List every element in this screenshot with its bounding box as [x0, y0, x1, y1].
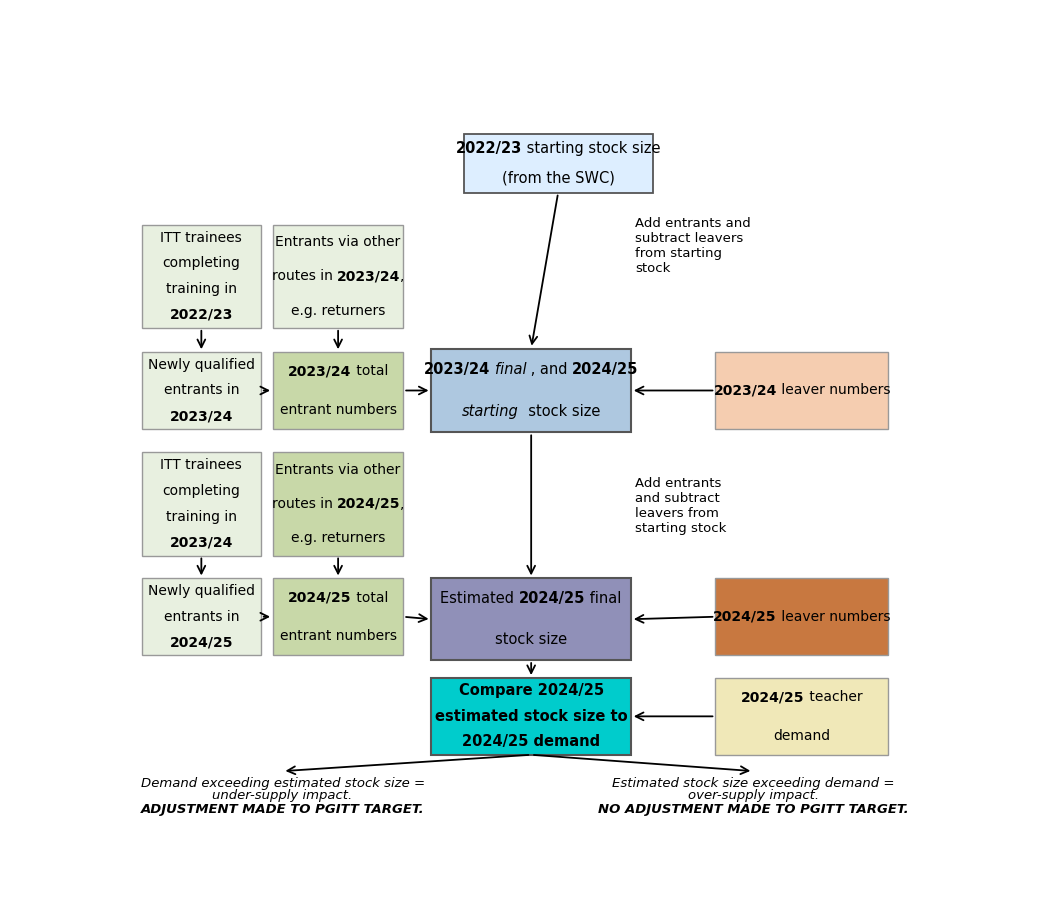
Text: completing: completing — [162, 256, 240, 271]
Text: ,: , — [401, 497, 405, 511]
FancyBboxPatch shape — [432, 678, 631, 755]
Text: training in: training in — [166, 510, 237, 524]
Text: ITT trainees: ITT trainees — [161, 458, 242, 472]
Text: e.g. returners: e.g. returners — [291, 304, 385, 318]
Text: demand: demand — [773, 728, 830, 743]
Text: entrant numbers: entrant numbers — [279, 629, 397, 643]
Text: 2023/24: 2023/24 — [289, 364, 352, 378]
FancyBboxPatch shape — [142, 225, 261, 328]
Text: starting stock size: starting stock size — [522, 141, 660, 156]
Text: 2023/24: 2023/24 — [424, 362, 490, 377]
Text: leaver numbers: leaver numbers — [776, 383, 891, 397]
Text: Demand exceeding estimated stock size =: Demand exceeding estimated stock size = — [140, 777, 425, 790]
Text: starting: starting — [462, 404, 519, 419]
Text: estimated stock size to: estimated stock size to — [435, 709, 628, 723]
Text: leaver numbers: leaver numbers — [776, 610, 891, 624]
FancyBboxPatch shape — [273, 352, 403, 429]
Text: 2024/25: 2024/25 — [169, 636, 234, 650]
Text: total: total — [352, 590, 388, 604]
FancyBboxPatch shape — [432, 578, 631, 660]
Text: Compare 2024/25: Compare 2024/25 — [459, 683, 604, 699]
Text: training in: training in — [166, 282, 237, 297]
Text: NO ADJUSTMENT MADE TO PGITT TARGET.: NO ADJUSTMENT MADE TO PGITT TARGET. — [598, 803, 908, 816]
FancyBboxPatch shape — [715, 352, 889, 429]
FancyBboxPatch shape — [273, 578, 403, 655]
Text: routes in: routes in — [272, 269, 337, 284]
Text: 2024/25: 2024/25 — [572, 362, 638, 377]
Text: stock size: stock size — [519, 404, 600, 419]
Text: final: final — [585, 591, 622, 606]
FancyBboxPatch shape — [142, 352, 261, 429]
Text: Newly qualified: Newly qualified — [147, 358, 255, 371]
Text: (from the SWC): (from the SWC) — [501, 171, 614, 186]
Text: entrants in: entrants in — [164, 383, 239, 397]
Text: 2024/25: 2024/25 — [519, 591, 585, 606]
FancyBboxPatch shape — [715, 578, 889, 655]
Text: routes in: routes in — [272, 497, 336, 511]
Text: under-supply impact.: under-supply impact. — [213, 789, 353, 802]
Text: 2022/23: 2022/23 — [169, 308, 234, 322]
Text: 2024/25 demand: 2024/25 demand — [462, 735, 600, 749]
FancyBboxPatch shape — [273, 225, 403, 328]
Text: Newly qualified: Newly qualified — [147, 584, 255, 598]
Text: 2023/24: 2023/24 — [169, 536, 234, 550]
Text: Estimated stock size exceeding demand =: Estimated stock size exceeding demand = — [612, 777, 895, 790]
FancyBboxPatch shape — [273, 453, 403, 555]
FancyBboxPatch shape — [464, 134, 653, 193]
Text: entrants in: entrants in — [164, 610, 239, 624]
Text: over-supply impact.: over-supply impact. — [687, 789, 819, 802]
FancyBboxPatch shape — [432, 348, 631, 432]
Text: teacher: teacher — [804, 690, 863, 704]
Text: 2024/25: 2024/25 — [289, 590, 352, 604]
Text: Entrants via other: Entrants via other — [275, 235, 401, 249]
Text: 2024/25: 2024/25 — [336, 497, 401, 511]
Text: Entrants via other: Entrants via other — [275, 463, 401, 477]
Text: 2023/24: 2023/24 — [169, 409, 234, 423]
Text: 2024/25: 2024/25 — [713, 610, 776, 624]
Text: 2023/24: 2023/24 — [713, 383, 776, 397]
Text: 2024/25: 2024/25 — [741, 690, 804, 704]
Text: total: total — [352, 364, 388, 378]
FancyBboxPatch shape — [142, 578, 261, 655]
Text: 2023/24: 2023/24 — [337, 269, 401, 284]
Text: completing: completing — [162, 484, 240, 498]
Text: ADJUSTMENT MADE TO PGITT TARGET.: ADJUSTMENT MADE TO PGITT TARGET. — [141, 803, 425, 816]
Text: 2022/23: 2022/23 — [456, 141, 522, 156]
Text: , and: , and — [526, 362, 572, 377]
Text: Estimated: Estimated — [440, 591, 519, 606]
Text: Add entrants
and subtract
leavers from
starting stock: Add entrants and subtract leavers from s… — [635, 477, 727, 535]
Text: ITT trainees: ITT trainees — [161, 231, 242, 245]
FancyBboxPatch shape — [142, 453, 261, 555]
FancyBboxPatch shape — [715, 678, 889, 755]
Text: final: final — [494, 362, 526, 377]
Text: e.g. returners: e.g. returners — [291, 531, 385, 545]
Text: ,: , — [401, 269, 405, 284]
Text: stock size: stock size — [495, 632, 567, 647]
Text: entrant numbers: entrant numbers — [279, 403, 397, 417]
Text: Add entrants and
subtract leavers
from starting
stock: Add entrants and subtract leavers from s… — [635, 217, 750, 275]
